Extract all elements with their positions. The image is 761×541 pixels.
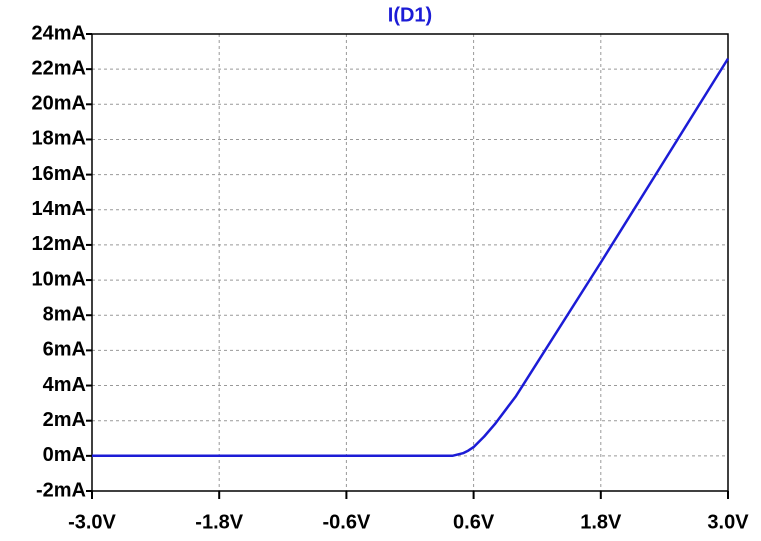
chart-title: I(D1): [388, 4, 432, 26]
y-tick-label: 4mA: [43, 374, 86, 396]
y-tick-label: 6mA: [43, 339, 86, 361]
x-tick-label: 3.0V: [707, 511, 749, 533]
y-tick-label: -2mA: [36, 479, 86, 501]
x-tick-label: -0.6V: [322, 511, 370, 533]
y-tick-label: 18mA: [32, 128, 86, 150]
y-tick-label: 0mA: [43, 444, 86, 466]
plot-frame: [91, 33, 729, 492]
data-line: [92, 57, 730, 458]
y-tick-label: 8mA: [43, 304, 86, 326]
y-tick-label: 20mA: [32, 93, 86, 115]
y-tick-label: 16mA: [32, 163, 86, 185]
y-tick-label: 24mA: [32, 22, 86, 44]
y-tick-label: 22mA: [32, 57, 86, 79]
y-tick-label: 12mA: [32, 233, 86, 255]
x-tick-label: -3.0V: [68, 511, 116, 533]
y-tick-label: 14mA: [32, 198, 86, 220]
x-tick-label: 0.6V: [453, 511, 495, 533]
y-tick-label: 10mA: [32, 268, 86, 290]
x-tick-label: 1.8V: [580, 511, 622, 533]
x-tick-label: -1.8V: [195, 511, 243, 533]
y-tick-label: 2mA: [43, 409, 86, 431]
